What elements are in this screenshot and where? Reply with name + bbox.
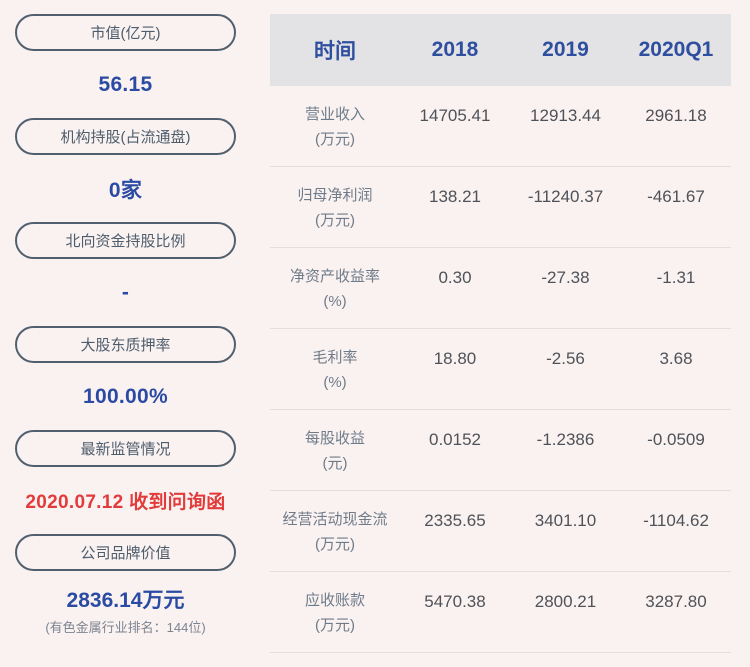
table-row-accounts-receivable: 应收账款 (万元) 5470.38 2800.21 3287.80: [270, 572, 731, 653]
financial-table: 时间 2018 2019 2020Q1 营业收入 (万元) 14705.41 12…: [270, 14, 731, 653]
regulatory-status-value: 2020.07.12 收到问询函: [25, 492, 226, 513]
cell-value: 3.68: [659, 349, 693, 368]
table-header-row: 时间 2018 2019 2020Q1: [270, 14, 731, 86]
cell-value: 14705.41: [419, 106, 491, 125]
metric-regulatory-status: 最新监管情况 2020.07.12 收到问询函: [15, 430, 236, 534]
brand-value-amount: 2836.14万元: [66, 589, 185, 612]
market-cap-value: 56.15: [98, 72, 153, 96]
table-row-revenue: 营业收入 (万元) 14705.41 12913.44 2961.18: [270, 86, 731, 167]
table-row-eps: 每股收益 (元) 0.0152 -1.2386 -0.0509: [270, 410, 731, 491]
cell-value: 12913.44: [530, 106, 601, 125]
table-row-gross-margin: 毛利率 (%) 18.80 -2.56 3.68: [270, 329, 731, 410]
pledge-ratio-value: 100.00%: [82, 384, 168, 408]
row-label: 毛利率 (%): [312, 349, 358, 391]
metric-northbound-holding: 北向资金持股比例 -: [15, 222, 236, 326]
table-row-roe: 净资产收益率 (%) 0.30 -27.38 -1.31: [270, 248, 731, 329]
institutional-holding-pill-button[interactable]: 机构持股(占流通盘): [15, 118, 236, 155]
institutional-holding-value: 0家: [108, 178, 143, 202]
cell-value: 3401.10: [534, 511, 597, 530]
cell-value: -2.56: [546, 349, 585, 368]
row-label: 应收账款 (万元): [304, 592, 365, 634]
brand-value-industry-rank: (有色金属行业排名：144位): [45, 620, 206, 635]
cell-value: -461.67: [647, 187, 705, 206]
pledge-ratio-pill-button[interactable]: 大股东质押率: [15, 326, 236, 363]
cell-value: -11240.37: [527, 187, 604, 206]
row-label: 净资产收益率 (%): [289, 268, 380, 310]
cell-value: 138.21: [429, 187, 481, 206]
table-row-net-profit: 归母净利润 (万元) 138.21 -11240.37 -461.67: [270, 167, 731, 248]
header-cell-2019: 2019: [542, 38, 589, 61]
table-row-operating-cashflow: 经营活动现金流 (万元) 2335.65 3401.10 -1104.62: [270, 491, 731, 572]
metric-market-cap: 市值(亿元) 56.15: [15, 14, 236, 118]
row-label: 归母净利润 (万元): [297, 187, 373, 229]
market-cap-pill-button[interactable]: 市值(亿元): [15, 14, 236, 51]
metric-brand-value: 公司品牌价值 2836.14万元 (有色金属行业排名：144位): [15, 534, 236, 636]
cell-value: 2800.21: [534, 592, 597, 611]
brand-value-pill-button[interactable]: 公司品牌价值: [15, 534, 236, 571]
cell-value: 2335.65: [424, 511, 486, 530]
row-label: 营业收入 (万元): [304, 106, 365, 148]
cell-value: 18.80: [433, 349, 477, 368]
metric-institutional-holding: 机构持股(占流通盘) 0家: [15, 118, 236, 222]
header-cell-2020q1: 2020Q1: [638, 38, 714, 61]
metric-pledge-ratio: 大股东质押率 100.00%: [15, 326, 236, 430]
sidebar-metrics: 市值(亿元) 56.15 机构持股(占流通盘) 0家 北向资金持股比例 - 大股…: [15, 14, 236, 636]
cell-value: -1104.62: [643, 511, 709, 530]
header-cell-time: 时间: [314, 40, 356, 63]
row-label: 经营活动现金流 (万元): [282, 511, 388, 553]
cell-value: -0.0509: [647, 430, 705, 449]
brand-value-block: 2836.14万元 (有色金属行业排名：144位): [45, 571, 205, 636]
cell-value: 0.0152: [429, 430, 481, 449]
cell-value: -1.2386: [536, 430, 595, 449]
cell-value: 5470.38: [424, 592, 486, 611]
cell-value: -1.31: [656, 268, 696, 287]
cell-value: 3287.80: [645, 592, 707, 611]
header-cell-2018: 2018: [431, 38, 479, 61]
cell-value: 0.30: [438, 268, 472, 287]
cell-value: 2961.18: [645, 106, 707, 125]
row-label: 每股收益 (元): [304, 430, 365, 472]
regulatory-status-pill-button[interactable]: 最新监管情况: [15, 430, 236, 467]
northbound-holding-pill-button[interactable]: 北向资金持股比例: [15, 222, 236, 259]
northbound-holding-value: -: [121, 280, 130, 304]
cell-value: -27.38: [541, 268, 590, 287]
